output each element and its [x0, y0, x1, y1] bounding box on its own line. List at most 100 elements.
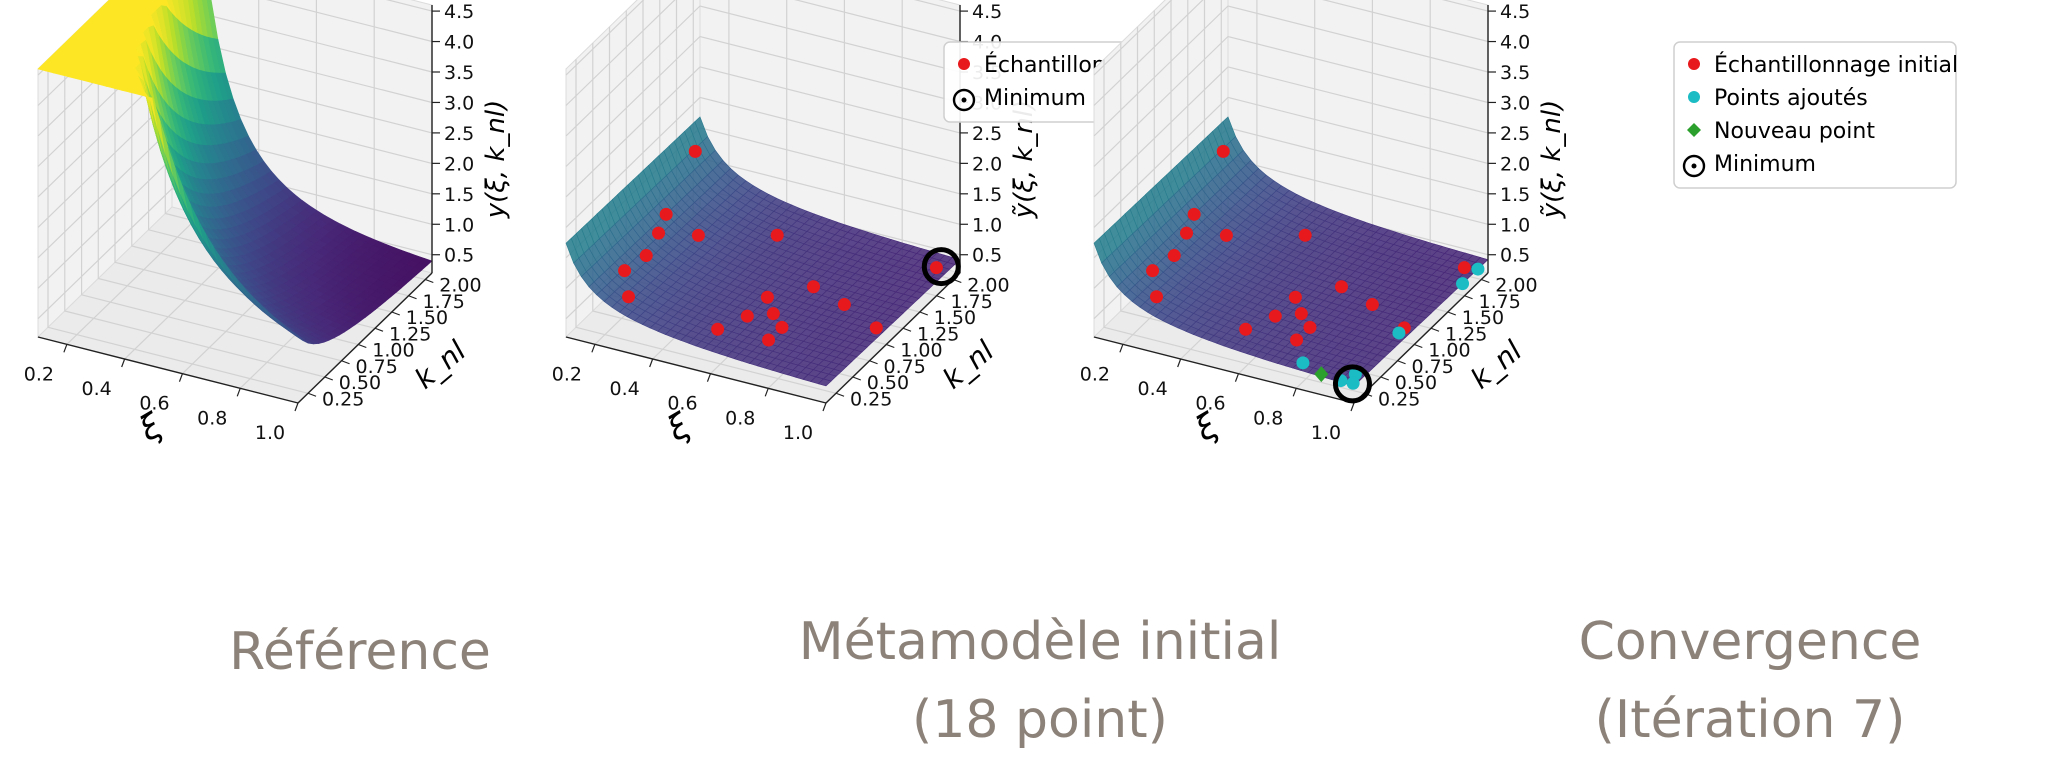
initial-sample-point	[775, 320, 789, 334]
k-tick-label: 0.25	[1378, 388, 1420, 410]
chart-convergence: 0.20.40.60.81.00.250.500.751.001.251.501…	[1080, 0, 1958, 450]
z-tick-label: 2.0	[972, 153, 1002, 175]
initial-sample-point	[1219, 228, 1233, 242]
caption-initial-line2: (18 point)	[912, 690, 1168, 750]
added-point	[1296, 356, 1310, 370]
initial-sample-point	[766, 307, 780, 321]
initial-sample-point	[659, 207, 673, 221]
z-tick-label: 4.5	[1500, 1, 1530, 23]
axes	[1093, 5, 1489, 404]
k-tick	[341, 360, 350, 365]
k-tick-label: 1.50	[1462, 307, 1504, 329]
grid-z	[565, 0, 961, 106]
initial-sample-point	[1294, 307, 1308, 321]
initial-sample-point	[1290, 333, 1304, 347]
x-tick	[764, 388, 769, 397]
z-tick-label: 1.5	[444, 184, 474, 206]
caption-reference-line1: Référence	[229, 622, 491, 682]
initial-sample-point	[1334, 280, 1348, 294]
z-tick-label: 2.0	[1500, 153, 1530, 175]
k-axis-line	[1353, 272, 1489, 404]
x-axis-line	[1093, 336, 1355, 404]
grid-k	[97, 10, 359, 346]
k-tick-label: 1.00	[1428, 340, 1470, 362]
x-tick	[649, 358, 654, 368]
initial-sample-point	[622, 290, 636, 304]
initial-sample-point	[1146, 264, 1160, 278]
legend-label: Points ajoutés	[1714, 86, 1868, 111]
k-tick-label: 0.25	[850, 388, 892, 410]
legend-initial-marker	[1688, 58, 1700, 70]
k-tick-label: 0.75	[1412, 356, 1454, 378]
legend-label: Minimum	[984, 86, 1086, 111]
added-point	[1456, 277, 1470, 291]
x-tick	[591, 344, 596, 353]
caption-convergence-line1: Convergence	[1578, 612, 1922, 672]
k-tick	[324, 376, 334, 381]
x-tick-label: 0.6	[139, 393, 169, 415]
k-axis-line	[825, 272, 961, 404]
z-tick-label: 0.5	[972, 245, 1002, 267]
k-tick	[391, 311, 401, 316]
k-tick	[886, 343, 895, 349]
z-tick-label: 3.5	[444, 62, 474, 84]
k-tick	[1481, 278, 1490, 284]
initial-sample-point	[688, 144, 702, 158]
k-tick	[1464, 295, 1473, 300]
caption-convergence-line2: (Itération 7)	[1594, 690, 1906, 750]
caption-convergence: Convergence (Itération 7)	[1520, 603, 1980, 759]
x-tick-label: 1.0	[1311, 422, 1341, 444]
surface-patch	[817, 378, 832, 387]
initial-sample-point	[1298, 228, 1312, 242]
x-axis-line	[565, 336, 827, 404]
k-tick-label: 1.75	[951, 291, 993, 313]
initial-sample-point	[639, 249, 653, 263]
x-tick	[236, 388, 241, 397]
x-tick-label: 0.8	[197, 407, 227, 429]
grid-z	[1093, 35, 1489, 167]
grid-k	[47, 59, 309, 394]
grid-z	[1093, 0, 1489, 76]
k-tick	[1380, 376, 1390, 381]
k-tick	[852, 376, 862, 381]
k-tick	[1447, 311, 1457, 316]
x-tick-label: 1.0	[255, 422, 285, 444]
x-tick	[822, 402, 827, 412]
z-tick-label: 4.5	[444, 1, 474, 23]
legend-label: Nouveau point	[1714, 119, 1875, 144]
legend-label: Échantillonnage initial	[1714, 52, 1958, 78]
initial-sample-point	[762, 333, 776, 347]
surface	[1093, 116, 1489, 387]
initial-sample-point	[869, 321, 883, 335]
z-tick-label: 4.5	[972, 1, 1002, 23]
z-tick-label: 2.5	[972, 123, 1002, 145]
legend-new-marker	[1687, 123, 1701, 137]
k-tick	[374, 327, 384, 332]
initial-sample-point	[691, 228, 705, 242]
z-tick-label: 3.0	[1500, 92, 1530, 114]
z-tick-label: 2.5	[444, 123, 474, 145]
k-tick-label: 1.00	[900, 340, 942, 362]
initial-sample-point	[618, 264, 632, 278]
legend-label: Minimum	[1714, 152, 1816, 177]
k-tick	[425, 278, 434, 284]
x-tick	[1292, 388, 1297, 397]
markers	[618, 144, 961, 347]
initial-sample-point	[1167, 249, 1181, 263]
legend-minimum-dot	[961, 97, 967, 103]
z-tick-label: 3.0	[444, 92, 474, 114]
z-tick-label: 4.0	[1500, 32, 1530, 54]
x-tick	[63, 344, 68, 353]
k-tick-label: 1.25	[389, 323, 431, 345]
added-point	[1346, 376, 1360, 390]
z-tick-label: 1.0	[1500, 214, 1530, 236]
grid-z	[565, 96, 961, 228]
added-point	[1392, 326, 1406, 340]
x-tick-label: 0.6	[1195, 393, 1225, 415]
x-tick	[1119, 344, 1124, 353]
z-axis-title: ỹ(ξ, k_nl)	[1537, 100, 1567, 219]
k-tick	[358, 343, 367, 349]
k-tick-label: 0.50	[339, 372, 381, 394]
grid-k	[80, 26, 342, 362]
